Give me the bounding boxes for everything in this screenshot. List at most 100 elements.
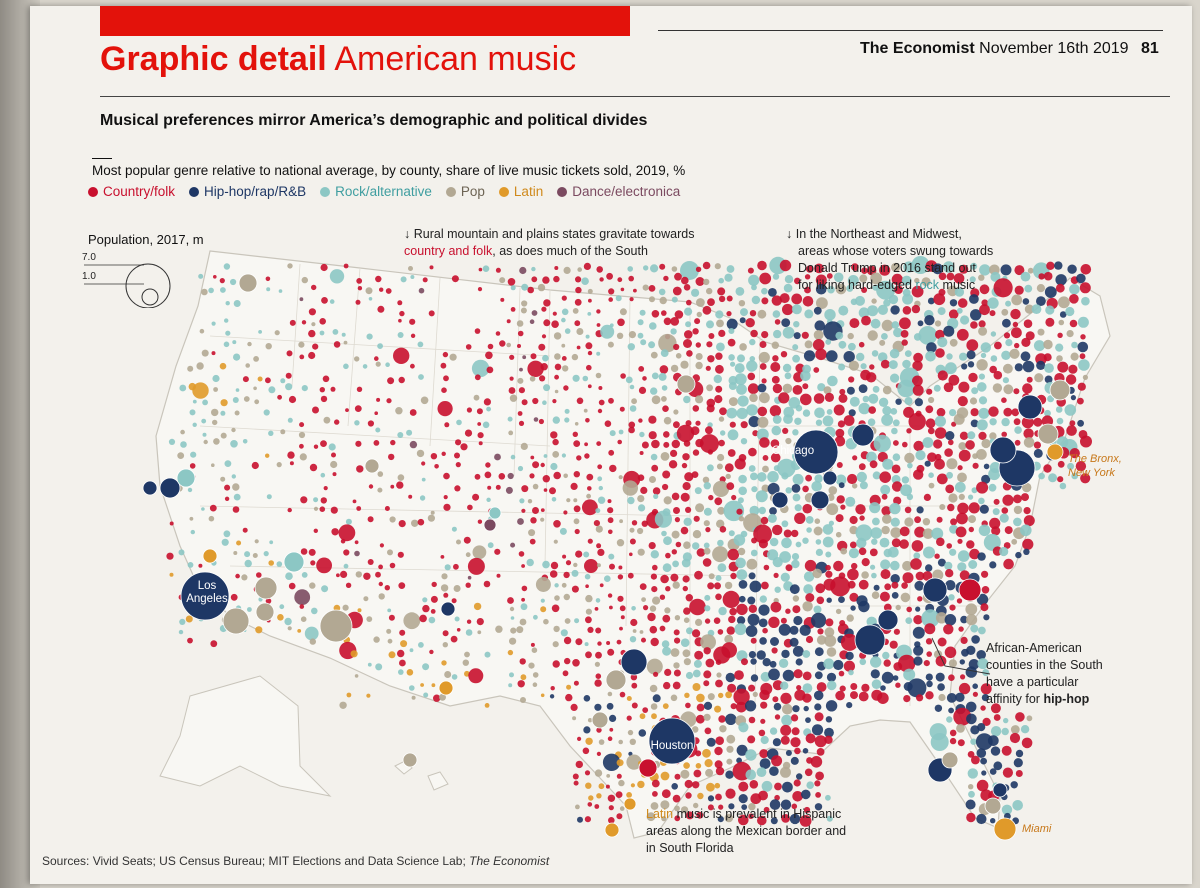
county-dot <box>785 437 792 445</box>
county-dot <box>750 549 758 557</box>
county-dot <box>528 662 535 669</box>
county-dot <box>582 375 589 382</box>
annotation-northeast-text-c: Donald Trump in 2016 stand out <box>798 261 976 275</box>
county-dot <box>804 340 813 349</box>
county-dot <box>1023 507 1031 515</box>
county-dot <box>759 272 772 285</box>
county-dot <box>420 396 429 405</box>
county-dot <box>826 672 837 682</box>
county-dot <box>976 419 988 431</box>
county-dot <box>856 471 867 483</box>
county-dot <box>650 351 658 359</box>
county-dot <box>540 606 547 613</box>
county-dot <box>631 398 637 405</box>
county-dot <box>898 654 916 673</box>
county-dot <box>285 383 293 391</box>
county-dot <box>517 344 521 348</box>
county-dot <box>638 729 647 737</box>
county-dot <box>828 520 835 526</box>
county-dot <box>770 362 781 372</box>
county-dot <box>406 429 413 436</box>
county-dot <box>968 790 975 798</box>
issue-date: November 16th 2019 <box>979 40 1129 57</box>
county-dot <box>308 329 316 338</box>
county-dot <box>738 814 749 826</box>
county-dot <box>541 334 547 339</box>
county-dot <box>540 693 545 698</box>
county-dot <box>759 689 770 701</box>
county-dot <box>234 410 240 416</box>
county-dot <box>505 486 513 494</box>
county-dot <box>802 383 809 390</box>
county-dot <box>716 672 722 678</box>
county-dot <box>683 339 692 348</box>
chicago-bubble <box>793 429 839 475</box>
county-dot <box>872 385 880 393</box>
county-dot <box>329 299 335 304</box>
county-dot <box>890 560 900 571</box>
county-dot <box>968 494 974 500</box>
county-dot <box>1012 800 1023 811</box>
county-dot <box>663 431 670 438</box>
county-dot <box>576 328 584 335</box>
county-dot <box>968 515 976 524</box>
county-dot <box>960 636 968 645</box>
annotation-rural: ↓ Rural mountain and plains states gravi… <box>404 226 724 260</box>
county-dot <box>180 429 185 435</box>
county-dot <box>761 780 773 792</box>
county-dot <box>680 492 690 502</box>
hiphop-dot-icon <box>189 186 200 197</box>
county-dot <box>893 440 899 446</box>
county-dot <box>880 484 891 495</box>
legend-label: Dance/electronica <box>572 184 681 199</box>
county-dot <box>682 585 688 592</box>
county-dot <box>792 473 804 485</box>
county-dot <box>671 266 678 272</box>
county-dot <box>516 626 524 634</box>
county-dot <box>585 594 593 603</box>
county-dot <box>851 562 858 570</box>
county-dot <box>520 603 528 611</box>
county-dot <box>356 506 362 511</box>
county-dot <box>961 363 968 370</box>
county-dot <box>639 630 644 634</box>
county-dot <box>925 405 934 414</box>
county-dot <box>728 615 736 624</box>
county-dot <box>583 551 590 558</box>
county-dot <box>1014 285 1024 295</box>
county-bubble <box>605 669 627 691</box>
county-dot <box>641 441 649 449</box>
county-dot <box>422 604 430 613</box>
county-dot <box>968 372 978 383</box>
county-dot <box>652 564 658 571</box>
county-dot <box>224 496 230 501</box>
county-dot <box>434 464 439 469</box>
county-dot <box>1055 406 1063 413</box>
county-dot <box>220 287 226 293</box>
county-dot <box>509 672 514 678</box>
county-dot <box>596 351 601 356</box>
county-dot <box>341 332 346 337</box>
county-dot <box>659 263 666 270</box>
county-dot <box>983 614 990 621</box>
county-dot <box>510 454 516 460</box>
county-dot <box>715 766 725 776</box>
county-dot <box>895 398 902 405</box>
county-dot <box>430 510 435 515</box>
county-dot <box>277 614 284 621</box>
county-dot <box>922 437 934 448</box>
county-dot <box>637 780 645 789</box>
county-dot <box>692 405 700 412</box>
county-dot <box>760 718 766 724</box>
county-dot <box>1076 273 1086 284</box>
county-dot <box>782 363 792 373</box>
county-dot <box>321 585 329 593</box>
county-dot <box>792 493 801 502</box>
county-dot <box>846 614 854 622</box>
county-dot <box>355 299 361 305</box>
annotation-northeast-text-f: music <box>939 278 976 292</box>
county-dot <box>607 593 613 598</box>
county-dot <box>969 294 979 304</box>
county-dot <box>363 596 369 602</box>
chart-subtitle: Most popular genre relative to national … <box>92 163 686 178</box>
